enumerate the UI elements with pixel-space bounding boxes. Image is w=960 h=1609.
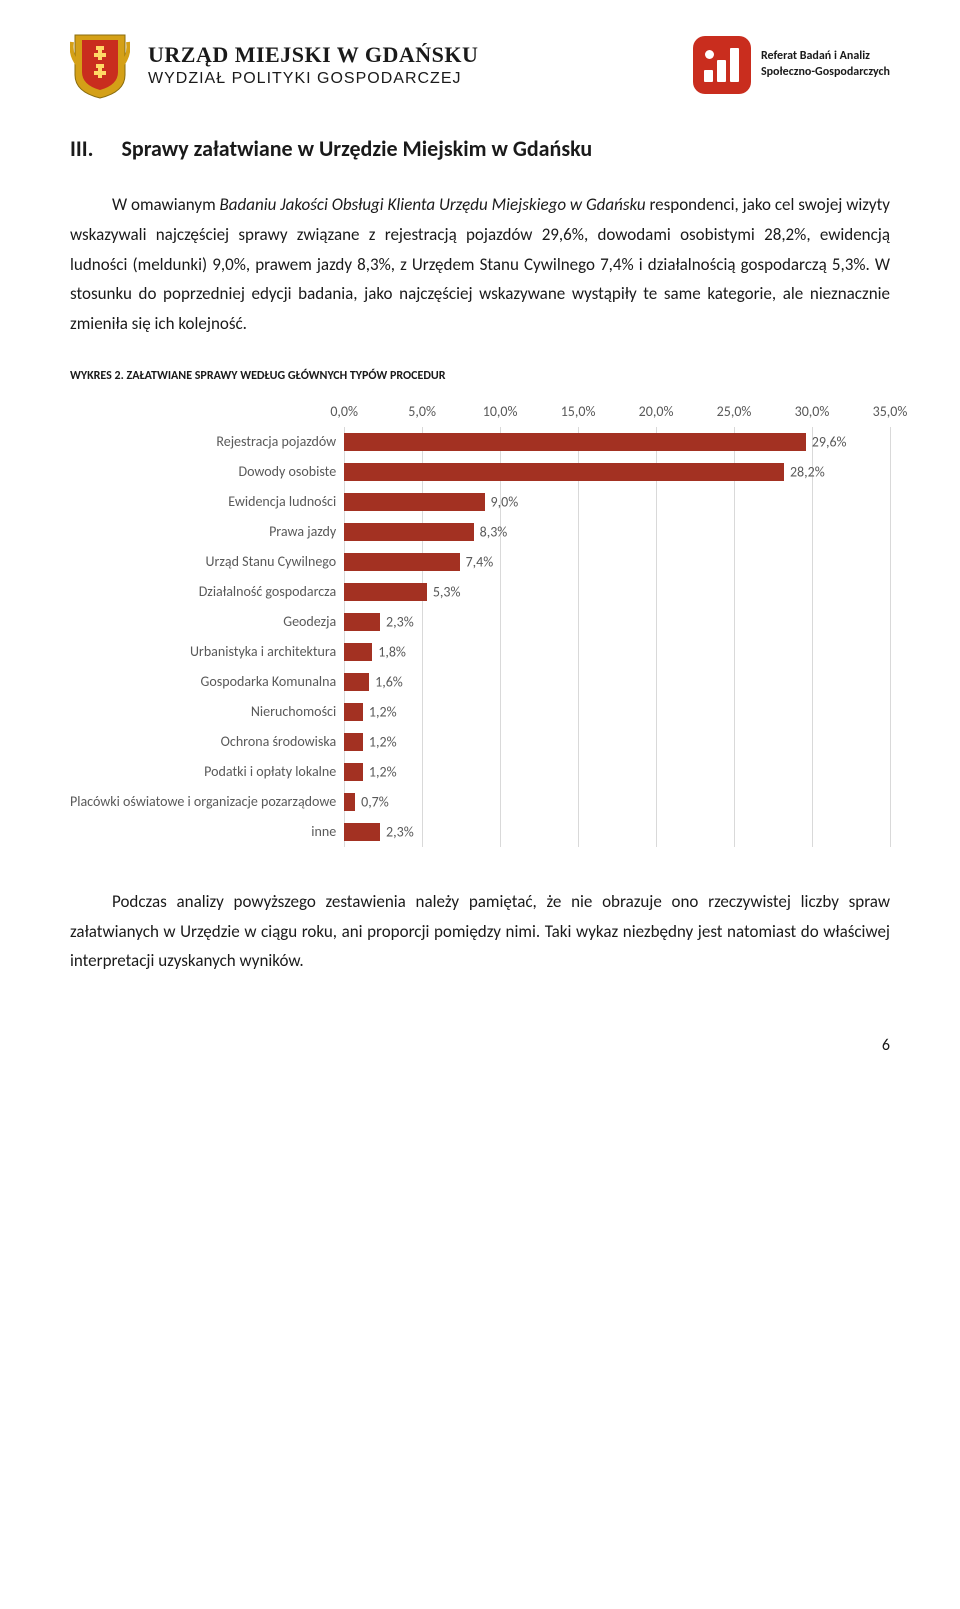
chart-bar-row: 28,2% xyxy=(344,457,890,487)
chart-axis-tick: 0,0% xyxy=(330,403,358,420)
ref-line1: Referat Badań i Analiz xyxy=(761,49,890,65)
chart-bar-row: 1,2% xyxy=(344,697,890,727)
chart-category-label: Dowody osobiste xyxy=(238,457,336,487)
chart-container: 0,0%5,0%10,0%15,0%20,0%25,0%30,0%35,0% R… xyxy=(70,403,890,847)
chart-bar-row: 29,6% xyxy=(344,427,890,457)
chart-bar: 0,7% xyxy=(344,793,355,811)
section-number: III. xyxy=(70,135,93,162)
chart-category-label: Podatki i opłaty lokalne xyxy=(204,757,336,787)
chart-bar-row: 7,4% xyxy=(344,547,890,577)
section-heading: III. Sprawy załatwiane w Urzędzie Miejsk… xyxy=(70,135,890,162)
chart-bar: 1,2% xyxy=(344,703,363,721)
ref-line2: Społeczno-Gospodarczych xyxy=(761,65,890,81)
chart-bar-value-label: 1,2% xyxy=(369,733,397,750)
chart-bar: 1,2% xyxy=(344,733,363,751)
chart-bar-value-label: 1,8% xyxy=(378,643,406,660)
chart-bar-value-label: 29,6% xyxy=(812,433,847,450)
chart-bar: 7,4% xyxy=(344,553,459,571)
header-title-main: URZĄD MIEJSKI W GDAŃSKU xyxy=(148,42,478,68)
para1-prefix: W omawianym xyxy=(112,194,220,215)
chart-axis-tick: 15,0% xyxy=(561,403,596,420)
chart-bar-value-label: 9,0% xyxy=(491,493,519,510)
chart-category-label: Nieruchomości xyxy=(251,697,336,727)
logo-icon xyxy=(693,36,751,94)
header-title-sub: WYDZIAŁ POLITYKI GOSPODARCZEJ xyxy=(148,70,478,88)
chart-category-labels: Rejestracja pojazdówDowody osobisteEwide… xyxy=(70,427,344,847)
chart-axis-tick: 5,0% xyxy=(408,403,436,420)
chart-gridline xyxy=(890,427,891,847)
chart-category-label: Placówki oświatowe i organizacje pozarzą… xyxy=(70,787,336,817)
chart-bar: 29,6% xyxy=(344,433,806,451)
chart-x-axis: 0,0%5,0%10,0%15,0%20,0%25,0%30,0%35,0% xyxy=(344,403,890,427)
chart-bar-value-label: 8,3% xyxy=(480,523,508,540)
chart-category-label: Ewidencja ludności xyxy=(228,487,336,517)
chart-axis-tick: 25,0% xyxy=(717,403,752,420)
chart-category-label: Działalność gospodarcza xyxy=(199,577,337,607)
chart-axis-tick: 35,0% xyxy=(873,403,908,420)
chart-bar: 2,3% xyxy=(344,823,380,841)
chart-bar: 28,2% xyxy=(344,463,784,481)
chart-axis-tick: 30,0% xyxy=(795,403,830,420)
para1-rest: respondenci, jako cel swojej wizyty wska… xyxy=(70,194,890,334)
chart-bar: 1,2% xyxy=(344,763,363,781)
chart-bar: 1,6% xyxy=(344,673,369,691)
chart-category-label: Urbanistyka i architektura xyxy=(190,637,336,667)
chart-category-label: inne xyxy=(311,817,336,847)
chart-bar-value-label: 1,2% xyxy=(369,703,397,720)
coat-of-arms-icon xyxy=(70,30,130,100)
chart-bar-row: 1,8% xyxy=(344,637,890,667)
chart-bar-value-label: 2,3% xyxy=(386,823,414,840)
chart-bar-value-label: 5,3% xyxy=(433,583,461,600)
para1-italic: Badaniu Jakości Obsługi Klienta Urzędu M… xyxy=(220,194,646,215)
header-right: Referat Badań i Analiz Społeczno-Gospoda… xyxy=(693,36,890,94)
chart-bar-row: 1,2% xyxy=(344,727,890,757)
chart-bar-row: 1,2% xyxy=(344,757,890,787)
chart-bar-row: 2,3% xyxy=(344,817,890,847)
chart-axis-tick: 20,0% xyxy=(639,403,674,420)
header-title-block: URZĄD MIEJSKI W GDAŃSKU WYDZIAŁ POLITYKI… xyxy=(148,42,478,88)
chart-category-label: Ochrona środowiska xyxy=(221,727,337,757)
paragraph-2: Podczas analizy powyższego zestawienia n… xyxy=(70,887,890,976)
para2-text: Podczas analizy powyższego zestawienia n… xyxy=(70,891,890,972)
page-number: 6 xyxy=(70,1036,890,1055)
header-left: URZĄD MIEJSKI W GDAŃSKU WYDZIAŁ POLITYKI… xyxy=(70,30,478,100)
chart-category-label: Geodezja xyxy=(283,607,336,637)
chart-category-label: Rejestracja pojazdów xyxy=(216,427,336,457)
chart-caption: WYKRES 2. ZAŁATWIANE SPRAWY WEDŁUG GŁÓWN… xyxy=(70,369,890,383)
chart-bar-value-label: 7,4% xyxy=(466,553,494,570)
chart-category-label: Urząd Stanu Cywilnego xyxy=(206,547,337,577)
chart-bar: 5,3% xyxy=(344,583,427,601)
chart-bar-row: 5,3% xyxy=(344,577,890,607)
chart-bar-value-label: 1,2% xyxy=(369,763,397,780)
chart-bar-row: 9,0% xyxy=(344,487,890,517)
chart-bar-row: 1,6% xyxy=(344,667,890,697)
chart-bar-row: 8,3% xyxy=(344,517,890,547)
chart-bar-value-label: 1,6% xyxy=(375,673,403,690)
chart-axis-tick: 10,0% xyxy=(483,403,518,420)
chart-bar: 2,3% xyxy=(344,613,380,631)
chart-category-label: Gospodarka Komunalna xyxy=(201,667,337,697)
page-header: URZĄD MIEJSKI W GDAŃSKU WYDZIAŁ POLITYKI… xyxy=(70,30,890,100)
chart-bar-value-label: 28,2% xyxy=(790,463,825,480)
chart-bar-value-label: 0,7% xyxy=(361,793,389,810)
chart-bar-row: 0,7% xyxy=(344,787,890,817)
chart-bar: 8,3% xyxy=(344,523,473,541)
paragraph-1: W omawianym Badaniu Jakości Obsługi Klie… xyxy=(70,190,890,339)
chart-bar-row: 2,3% xyxy=(344,607,890,637)
chart-bar-value-label: 2,3% xyxy=(386,613,414,630)
chart-bar: 9,0% xyxy=(344,493,484,511)
chart-plot-area: 29,6%28,2%9,0%8,3%7,4%5,3%2,3%1,8%1,6%1,… xyxy=(344,427,890,847)
section-title: Sprawy załatwiane w Urzędzie Miejskim w … xyxy=(121,135,592,162)
header-ref-text: Referat Badań i Analiz Społeczno-Gospoda… xyxy=(761,49,890,80)
chart-category-label: Prawa jazdy xyxy=(269,517,336,547)
chart-bar: 1,8% xyxy=(344,643,372,661)
